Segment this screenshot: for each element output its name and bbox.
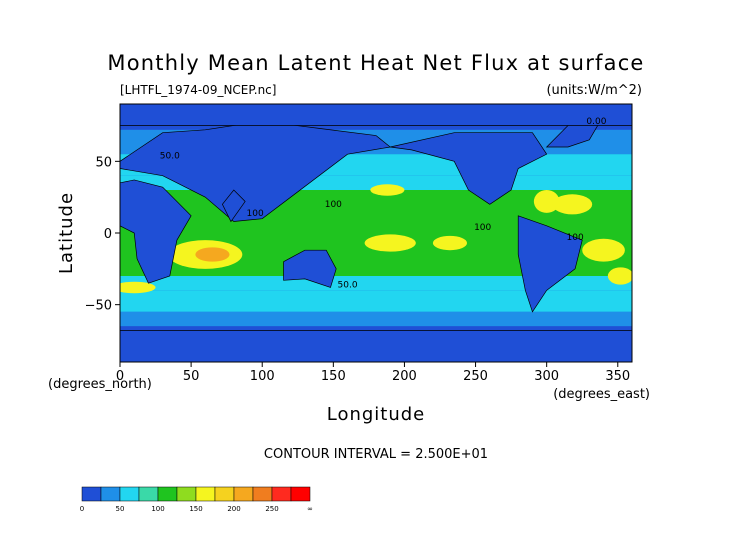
contour-labels: 0.00 50.0 100 100 100 50.0 100 — [160, 117, 607, 290]
colorbar-tick-label: ∞ — [307, 505, 313, 513]
land-mass — [517, 215, 583, 313]
contour-interval-text: CONTOUR INTERVAL = 2.500E+01 — [264, 447, 488, 462]
colorbar-tick-label: 200 — [227, 505, 240, 513]
colorbar-swatch — [138, 486, 159, 502]
y-axis-title: Latitude — [56, 192, 77, 274]
x-tick-label: 300 — [534, 369, 559, 384]
land-mass — [120, 104, 632, 126]
x-axis-title: Longitude — [327, 404, 426, 425]
flux-maximum — [432, 235, 468, 251]
colorbar-tick-label: 150 — [189, 505, 202, 513]
land-mass — [120, 330, 632, 362]
colorbar-swatch — [195, 486, 216, 502]
y-tick-label: −50 — [85, 299, 112, 314]
colorbar-swatch — [157, 486, 178, 502]
x-axis: 0 50 100 150 200 250 300 350 — [116, 362, 630, 384]
flux-band — [120, 311, 632, 327]
flux-band — [120, 290, 632, 312]
contour-label: 50.0 — [338, 280, 358, 290]
flux-maximum — [533, 190, 560, 213]
flux-maximum — [607, 267, 632, 285]
colorbar-swatch — [290, 486, 311, 502]
land-mass — [221, 189, 246, 223]
flux-maximum — [370, 184, 405, 196]
colorbar: 0 50 100 150 200 250 ∞ — [80, 486, 313, 513]
land-mass — [390, 132, 548, 205]
land-masses — [120, 104, 632, 362]
y-units-label: (degrees_north) — [48, 377, 152, 392]
plot-area: 0.00 50.0 100 100 100 50.0 100 — [120, 104, 632, 362]
colorbar-swatch — [100, 486, 121, 502]
colorbar-swatch — [119, 486, 140, 502]
x-tick-label: 350 — [605, 369, 630, 384]
flux-maximum — [582, 238, 625, 262]
x-units-label: (degrees_east) — [553, 387, 650, 402]
colorbar-tick-label: 250 — [265, 505, 278, 513]
colorbar-swatch — [252, 486, 273, 502]
colorbar-swatch — [214, 486, 235, 502]
x-tick-label: 0 — [116, 369, 124, 384]
contour-label: 100 — [474, 223, 491, 233]
colorbar-swatch — [176, 486, 197, 502]
land-mass — [120, 179, 192, 284]
colorbar-tick-label: 50 — [116, 505, 125, 513]
source-file-label: [LHTFL_1974-09_NCEP.nc] — [120, 83, 276, 97]
contour-label: 100 — [567, 233, 584, 243]
contour-label: 50.0 — [160, 151, 180, 161]
y-tick-label: 0 — [104, 227, 112, 242]
units-label: (units:W/m^2) — [546, 83, 642, 98]
flux-maximum — [552, 194, 593, 215]
x-tick-label: 200 — [392, 369, 417, 384]
land-mass — [283, 249, 337, 288]
colorbar-swatch — [81, 486, 102, 502]
colorbar-tick-label: 100 — [151, 505, 164, 513]
x-tick-label: 150 — [321, 369, 346, 384]
flux-maximum — [195, 247, 230, 262]
x-tick-label: 50 — [183, 369, 200, 384]
flux-maximum — [120, 281, 156, 294]
colorbar-swatch — [271, 486, 292, 502]
contour-label: 0.00 — [586, 117, 606, 127]
contour-label: 100 — [247, 209, 264, 219]
x-tick-label: 250 — [463, 369, 488, 384]
flux-maximum — [364, 234, 416, 252]
colorbar-tick-label: 0 — [80, 505, 84, 513]
y-axis: 50 0 −50 — [85, 155, 120, 314]
x-tick-label: 100 — [250, 369, 275, 384]
y-tick-label: 50 — [95, 155, 112, 170]
chart-title: Monthly Mean Latent Heat Net Flux at sur… — [107, 51, 644, 75]
colorbar-swatch — [233, 486, 254, 502]
contour-label: 100 — [325, 200, 342, 210]
